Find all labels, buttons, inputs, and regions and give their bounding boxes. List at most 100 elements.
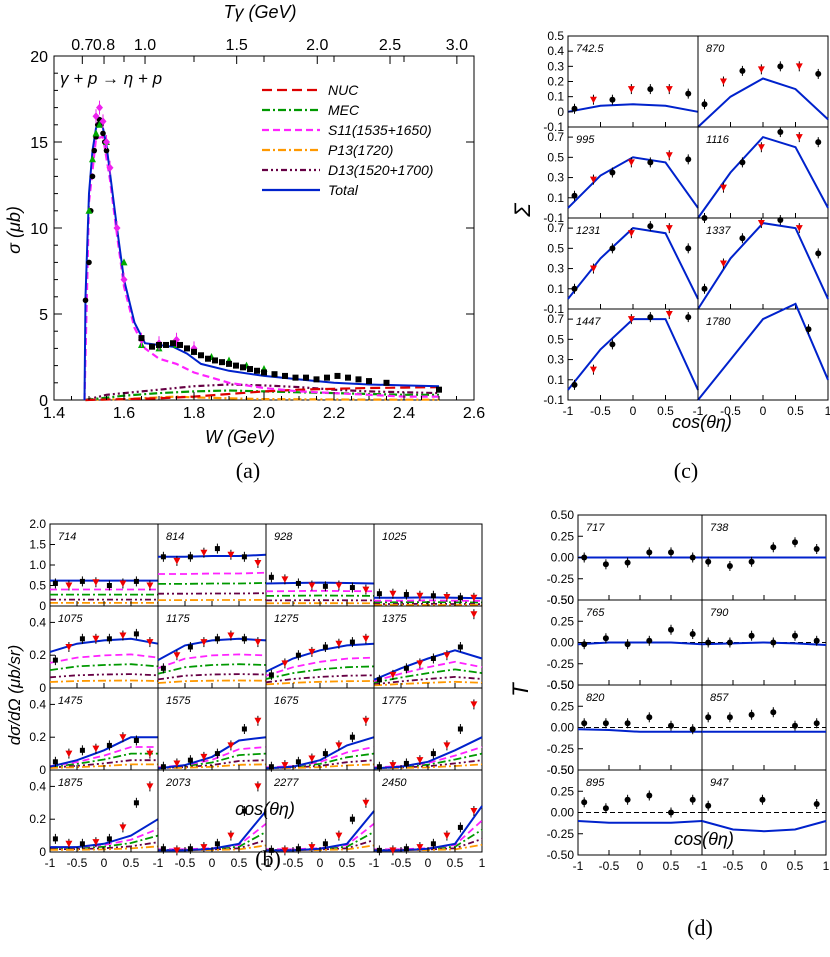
x2-tick-label: 0.8 [93,37,115,54]
data-point-black-circle [609,96,616,103]
data-point-black-square [457,726,463,732]
model-curve [374,819,483,851]
y-tick-label: 0.00 [551,551,575,565]
subpanel-2277: 2277 [265,769,375,856]
data-point-black-circle [602,561,609,568]
x-tick-label: 0 [637,859,644,873]
data-point-red-triangle [362,799,370,807]
data-point-black-circle [726,639,733,646]
x2-axis-label-tgamma: Tγ (GeV) [223,2,296,22]
total-curve [701,641,827,646]
data-point-red-triangle [665,225,673,232]
data-point-red-triangle [757,66,765,73]
y-tick-label: 0.7 [547,130,564,144]
data-point-black-square [247,366,253,373]
data-point-black-square [322,841,328,847]
data-point-black-circle [581,554,588,561]
y-tick-label: 0.5 [547,150,564,164]
y-tick-label: 20 [30,49,48,66]
model-curve [373,746,483,769]
data-point-black-circle [624,720,631,727]
subpanel-928: 928 [265,523,375,607]
data-point-black-square [187,757,193,763]
model-curve [50,841,159,850]
data-point-black-square [355,376,362,383]
data-point-black-circle [571,105,578,112]
data-point-black-circle [815,250,822,257]
data-point-black-square [292,374,299,381]
y-tick-label: 0.2 [29,730,46,744]
subpanel-energy-label: 1775 [382,695,407,707]
data-point-black-square [295,652,301,658]
data-point-black-square [376,764,382,770]
data-point-red-triangle [254,559,262,567]
data-point-black-circle [91,147,98,154]
subpanel-1231: 1231 [567,217,699,310]
data-point-black-square [430,841,436,847]
model-curve [265,759,375,769]
subpanel-814: 814 [157,523,267,607]
data-point-black-circle [668,549,674,556]
data-point-red-triangle [173,760,181,767]
panel-a-total-cross-section: 1.4 1.6 1.8 2.0 2.2 2.4 2.6 0 5 10 15 20 0.7 0.8 1.0 1.… [4,2,485,483]
x-tick-label: 0.5 [339,856,356,870]
model-curve [265,665,375,680]
data-point-black-circle [726,563,733,569]
y-tick-label: 0 [39,681,46,695]
data-point-red-triangle [65,750,73,758]
y-tick-label: 0.00 [551,721,575,735]
data-point-black-square [313,376,320,383]
subpanel-energy-label: 1275 [274,613,299,625]
data-point-black-circle [813,637,820,644]
data-point-black-circle [668,722,674,729]
subpanel-820: 820 [577,684,703,771]
y-tick-label: 0 [39,393,48,410]
legend-entry: S11(1535+1650) [328,122,432,138]
data-point-red-triangle [65,582,73,589]
data-point-black-circle [609,245,616,252]
subpanel-870: 870 [697,35,829,128]
data-point-red-triangle [92,839,100,846]
data-point-black-square [403,846,409,852]
data-point-black-square [160,665,166,671]
y-tick-label: 0.2 [29,812,46,826]
data-point-black-square [163,341,169,348]
data-point-black-square [349,585,355,591]
data-point-red-triangle [627,230,635,237]
y-tick-label: 0.50 [551,508,575,522]
subpanel-742.5: 742.5 [567,35,699,128]
model-curve [158,839,267,851]
data-point-red-triangle [227,551,235,559]
data-point-black-circle [86,259,92,266]
data-point-red-triangle [470,611,478,618]
subpanel-1675: 1675 [265,687,375,772]
data-point-red-triangle [200,549,208,557]
subpanel-energy-label: 1337 [706,225,731,237]
data-point-magenta-diamond [92,112,100,121]
data-point-black-circle [813,546,820,552]
data-point-black-square [177,341,183,348]
data-point-black-square [52,580,58,586]
subpanel-energy-label: 814 [166,531,184,543]
subpanel-1575: 1575 [157,687,267,772]
y-tick-label: 0.7 [547,312,564,326]
data-point-black-circle [103,147,110,154]
model-curve [265,674,375,684]
y-tick-label: 0.4 [29,697,46,711]
data-point-black-circle [647,159,654,166]
total-curve [577,728,702,733]
curve-d13-1520-1700- [85,383,440,402]
reaction-label: γ + p → η + p [60,69,162,88]
data-point-red-triangle [254,783,262,790]
data-point-black-square [282,372,288,379]
y-tick-label: -0.50 [547,763,575,777]
subpanel-1275: 1275 [265,605,375,689]
data-point-black-circle [777,217,784,224]
data-point-black-square [214,546,220,552]
data-point-black-square [303,374,309,381]
data-point-black-circle [624,559,631,566]
data-point-black-circle [748,558,755,565]
data-point-black-circle [770,639,777,646]
data-point-red-triangle [665,86,673,93]
data-point-red-triangle [254,717,262,725]
